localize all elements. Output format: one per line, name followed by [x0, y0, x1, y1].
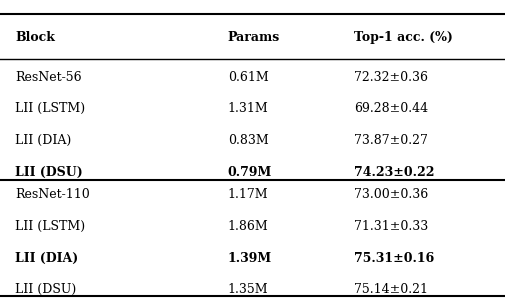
Text: 69.28±0.44: 69.28±0.44	[354, 102, 427, 115]
Text: 0.83M: 0.83M	[227, 134, 268, 147]
Text: LII (DSU): LII (DSU)	[15, 283, 76, 297]
Text: LII (DIA): LII (DIA)	[15, 252, 78, 265]
Text: 1.39M: 1.39M	[227, 252, 271, 265]
Text: 74.23±0.22: 74.23±0.22	[354, 165, 434, 179]
Text: 1.86M: 1.86M	[227, 220, 268, 233]
Text: 75.14±0.21: 75.14±0.21	[354, 283, 427, 297]
Text: LII (LSTM): LII (LSTM)	[15, 220, 85, 233]
Text: LII (LSTM): LII (LSTM)	[15, 102, 85, 115]
Text: 1.31M: 1.31M	[227, 102, 268, 115]
Text: 72.32±0.36: 72.32±0.36	[354, 70, 427, 84]
Text: Params: Params	[227, 31, 279, 44]
Text: 73.87±0.27: 73.87±0.27	[354, 134, 427, 147]
Text: 0.79M: 0.79M	[227, 165, 271, 179]
Text: 0.61M: 0.61M	[227, 70, 268, 84]
Text: 1.35M: 1.35M	[227, 283, 268, 297]
Text: LII (DIA): LII (DIA)	[15, 134, 71, 147]
Text: Top-1 acc. (%): Top-1 acc. (%)	[354, 31, 452, 44]
Text: ResNet-56: ResNet-56	[15, 70, 82, 84]
Text: LII (DSU): LII (DSU)	[15, 165, 83, 179]
Text: 75.31±0.16: 75.31±0.16	[354, 252, 434, 265]
Text: 1.17M: 1.17M	[227, 188, 268, 201]
Text: 71.31±0.33: 71.31±0.33	[354, 220, 428, 233]
Text: 73.00±0.36: 73.00±0.36	[354, 188, 428, 201]
Text: ResNet-110: ResNet-110	[15, 188, 90, 201]
Text: Block: Block	[15, 31, 55, 44]
